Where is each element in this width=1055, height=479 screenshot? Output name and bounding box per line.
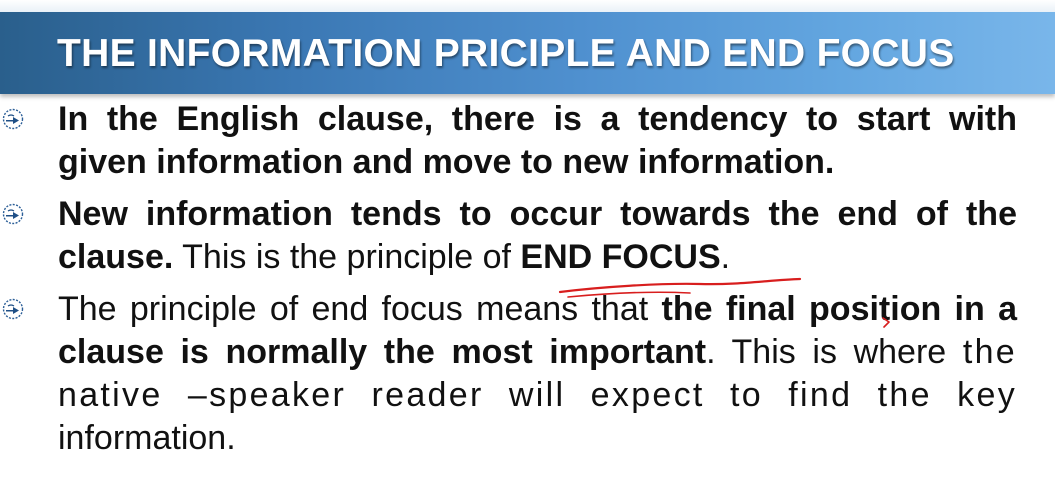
pointing-hand-icon [2,203,24,225]
bullet-item-1: In the English clause, there is a tenden… [0,98,1055,184]
bullet-3-text-spaced: the native –speaker reader will expect t… [58,333,1017,414]
bullet-2-period: . [720,238,731,276]
bullet-2-bold-lead: New information tends to occur towards t… [58,195,1017,276]
bullet-1-text: In the English clause, there is a tenden… [58,100,1017,181]
slide-title: THE INFORMATION PRICIPLE AND END FOCUS [57,32,955,75]
end-focus-term: END FOCUS [520,238,721,276]
bullet-item-3: The principle of end focus means that th… [0,288,1055,460]
bullet-3-text-end: information. [58,419,236,457]
bullet-2-text: This is the principle of [173,238,521,276]
bullet-3-bold-phrase: the final position in a clause is normal… [58,290,1017,371]
bullet-3-text-start: The principle of end focus means that [58,290,662,328]
bullet-item-2: New information tends to occur towards t… [0,193,1055,279]
bullet-3-text-mid: . This is where [706,333,963,371]
title-bar: THE INFORMATION PRICIPLE AND END FOCUS [0,0,1055,94]
pointing-hand-icon [2,108,24,130]
pointing-hand-icon [2,298,24,320]
bullet-list: In the English clause, there is a tenden… [0,98,1055,460]
